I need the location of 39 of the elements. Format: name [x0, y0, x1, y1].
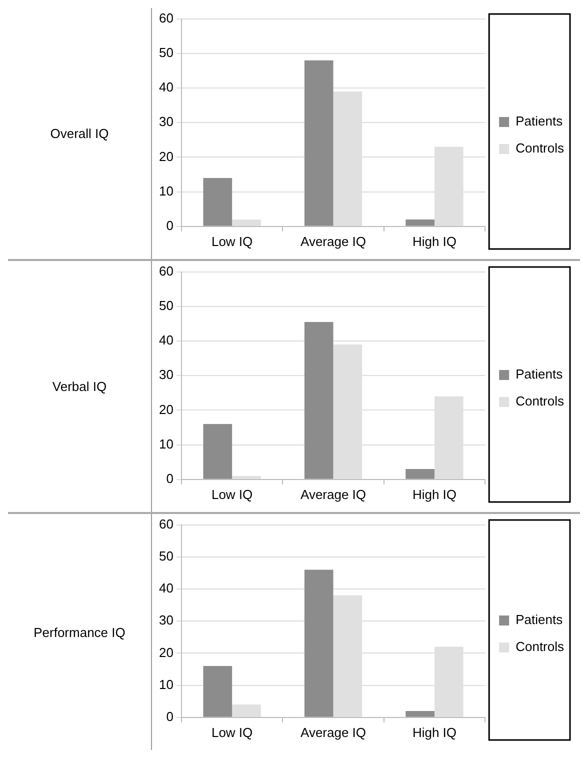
legend-label: Controls [516, 394, 564, 409]
y-tick-label: 30 [158, 114, 174, 130]
text: Performance IQ [32, 624, 126, 642]
y-tick-label: 0 [166, 470, 174, 486]
legend-label: Patients [516, 366, 564, 382]
x-tick-label: Average IQ [300, 234, 366, 249]
x-tick-label: Average IQ [300, 486, 366, 502]
y-tick-label: 20 [158, 644, 174, 660]
y-tick-label: 50 [158, 548, 174, 564]
x-tick-label: Low IQ [211, 486, 253, 502]
y-tick-label: 60 [158, 10, 174, 26]
y-tick-label: 10 [158, 676, 174, 692]
legend-label: Controls [516, 639, 564, 654]
y-tick-label: 60 [158, 263, 174, 278]
y-tick-label: 0 [166, 708, 174, 724]
legend-label: Controls [516, 140, 564, 156]
legend-label: Patients [516, 114, 564, 129]
y-tick-label: 40 [158, 580, 174, 596]
y-tick-label: 50 [158, 44, 174, 60]
x-tick-label: Low IQ [211, 724, 253, 740]
x-tick-label: High IQ [412, 486, 457, 502]
x-tick-label: Low IQ [211, 234, 253, 249]
y-tick-label: 40 [158, 80, 174, 95]
y-tick-label: 50 [158, 298, 174, 313]
y-tick-label: 10 [158, 183, 174, 198]
y-tick-label: 60 [158, 516, 174, 532]
y-tick-label: 30 [158, 612, 174, 628]
y-tick-label: 10 [158, 436, 174, 452]
x-tick-label: Average IQ [300, 724, 366, 740]
text: Verbal IQ [51, 378, 108, 396]
x-tick-label: High IQ [412, 724, 457, 740]
y-tick-label: 40 [158, 332, 174, 348]
y-tick-label: 0 [166, 218, 174, 233]
y-tick-label: 20 [158, 148, 174, 164]
y-tick-label: 20 [158, 402, 174, 417]
legend-label: Patients [516, 612, 564, 628]
x-tick-label: High IQ [412, 234, 457, 249]
text: Overall IQ [49, 125, 110, 143]
y-tick-label: 30 [158, 367, 174, 382]
